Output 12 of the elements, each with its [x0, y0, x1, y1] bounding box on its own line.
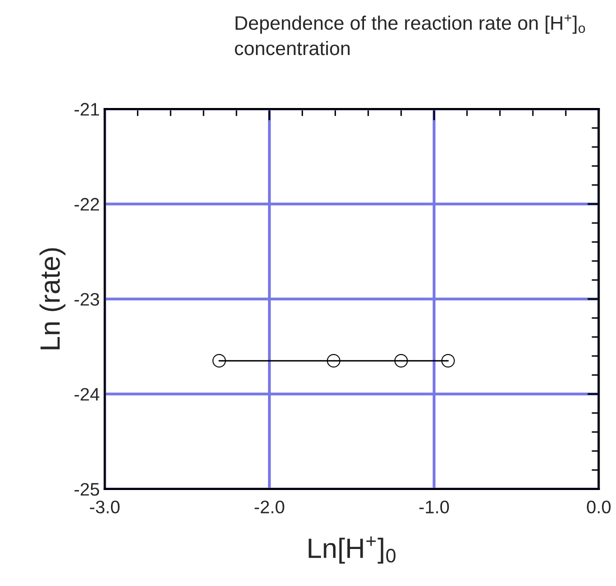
- y-axis-title: Ln (rate): [40, 248, 66, 350]
- y-tick-label: -23: [74, 292, 100, 306]
- chart-title: Dependence of the reaction rate on [H$^{+}$]$_{o}$ concentration: [234, 14, 585, 56]
- y-tick-label: -22: [74, 198, 99, 211]
- x-tick-label: -3.0: [90, 500, 120, 514]
- y-tick-label: -21: [74, 102, 99, 116]
- x-axis-title: Ln[H$^{+}$]$_{0}$: [308, 536, 396, 564]
- x-tick-label: -2.0: [254, 500, 284, 514]
- y-tick-label: -25: [74, 482, 100, 496]
- x-tick-label: 0.0: [586, 500, 611, 514]
- y-tick-label: -24: [74, 388, 100, 401]
- x-tick-label: -1.0: [419, 500, 449, 514]
